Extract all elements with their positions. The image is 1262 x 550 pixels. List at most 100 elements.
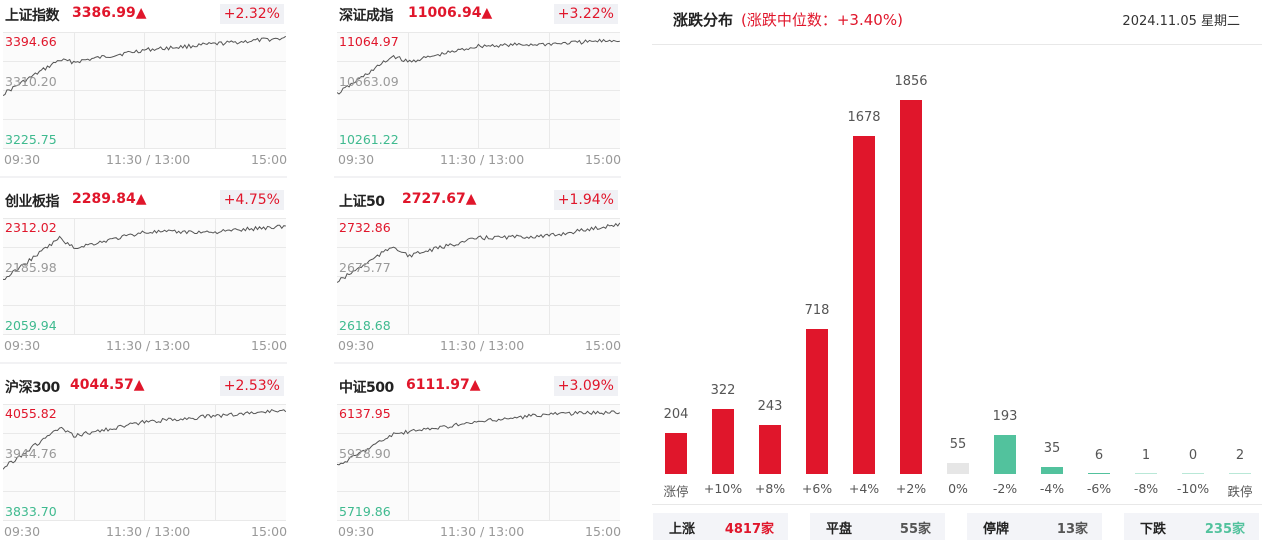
bar-value-label: 322: [710, 383, 736, 399]
intraday-chart: 2732.86 2675.77 2618.68: [337, 218, 620, 335]
index-card[interactable]: 中证500 6111.97▲ +3.09%: [334, 372, 621, 550]
y-high-label: 6137.95: [339, 406, 391, 421]
divider: [0, 176, 287, 178]
intraday-line-icon: [3, 218, 286, 335]
intraday-chart: 11064.97 10663.09 10261.22: [337, 32, 620, 149]
stat-value: 55家: [899, 522, 931, 537]
bar-category-label: 涨停: [663, 484, 689, 499]
distribution-bar[interactable]: [665, 432, 687, 474]
index-change-badge: +3.22%: [553, 4, 618, 24]
x-mid-label: 11:30 / 13:00: [440, 152, 525, 167]
distribution-bar[interactable]: [900, 100, 922, 474]
intraday-line-icon: [3, 404, 286, 521]
stat-label: 停牌: [983, 522, 1010, 537]
y-mid-label: 3310.20: [5, 74, 57, 89]
index-change-badge: +2.32%: [219, 4, 284, 24]
distribution-bar[interactable]: [947, 463, 969, 474]
distribution-bar[interactable]: [1182, 473, 1204, 474]
index-header: 创业板指 2289.84▲ +4.75%: [0, 186, 287, 214]
index-price: 6111.97▲: [406, 377, 481, 393]
distribution-bar[interactable]: [994, 435, 1016, 474]
index-name: 中证500: [339, 380, 394, 396]
y-low-label: 2059.94: [5, 318, 57, 333]
y-mid-label: 10663.09: [339, 74, 399, 89]
index-card[interactable]: 上证指数 3386.99▲ +2.32%: [0, 0, 287, 178]
intraday-line-icon: [3, 32, 286, 149]
bar-value-label: 1678: [847, 109, 881, 125]
bar-category-label: +2%: [895, 481, 927, 496]
distribution-bar[interactable]: [759, 425, 781, 474]
intraday-chart: 4055.82 3944.76 3833.70: [3, 404, 286, 521]
distribution-bar[interactable]: [712, 409, 734, 474]
x-end-label: 15:00: [585, 338, 622, 353]
bar-category-label: +8%: [754, 481, 786, 496]
stat-label: 下跌: [1140, 522, 1167, 537]
intraday-chart: 3394.66 3310.20 3225.75: [3, 32, 286, 149]
index-header: 上证50 2727.67▲ +1.94%: [334, 186, 621, 214]
distribution-bar[interactable]: [1088, 472, 1110, 474]
index-price: 2289.84▲: [72, 191, 147, 207]
index-name: 深证成指: [339, 8, 394, 24]
stat-up: 上涨 4817家: [653, 513, 788, 540]
x-mid-label: 11:30 / 13:00: [106, 338, 191, 353]
stat-label: 上涨: [669, 522, 696, 537]
bar-category-label: -6%: [1086, 481, 1112, 496]
index-change-badge: +1.94%: [553, 190, 618, 210]
x-end-label: 15:00: [251, 338, 288, 353]
index-price: 3386.99▲: [72, 5, 147, 21]
distribution-bar[interactable]: [806, 329, 828, 474]
distribution-bar[interactable]: [1135, 473, 1157, 474]
index-name: 沪深300: [5, 380, 60, 396]
bar-category-label: 0%: [948, 481, 968, 496]
distribution-bar[interactable]: [1229, 473, 1251, 474]
x-start-label: 09:30: [4, 152, 41, 167]
distribution-bar[interactable]: [1041, 466, 1063, 474]
bar-category-label: +10%: [703, 481, 743, 496]
bar-value-label: 0: [1188, 448, 1198, 463]
stat-down: 下跌 235家: [1124, 513, 1259, 540]
bar-value-label: 193: [992, 409, 1018, 425]
index-card[interactable]: 深证成指 11006.94▲ +3.22%: [334, 0, 621, 178]
y-high-label: 11064.97: [339, 34, 399, 49]
y-low-label: 10261.22: [339, 132, 399, 147]
bar-value-label: 55: [949, 437, 967, 452]
index-name: 创业板指: [5, 194, 60, 210]
intraday-line-icon: [337, 404, 620, 521]
median-change: (涨跌中位数：+3.40%): [741, 11, 903, 29]
y-low-label: 5719.86: [339, 504, 391, 519]
bar-category-label: -8%: [1133, 481, 1159, 496]
x-start-label: 09:30: [338, 338, 375, 353]
divider: [334, 362, 621, 364]
index-card[interactable]: 上证50 2727.67▲ +1.94%: [334, 186, 621, 364]
bar-category-label: -4%: [1039, 481, 1065, 496]
y-low-label: 3225.75: [5, 132, 57, 147]
bar-value-label: 718: [804, 303, 830, 319]
bar-value-label: 1856: [894, 74, 928, 89]
y-high-label: 3394.66: [5, 34, 57, 49]
x-mid-label: 11:30 / 13:00: [106, 524, 191, 539]
stat-flat: 平盘 55家: [810, 513, 945, 540]
stat-value: 4817家: [724, 522, 774, 537]
index-header: 上证指数 3386.99▲ +2.32%: [0, 0, 287, 28]
date-label: 2024.11.05 星期二: [1122, 14, 1240, 29]
index-name: 上证指数: [5, 8, 60, 24]
y-high-label: 2732.86: [339, 220, 391, 235]
distribution-title: 涨跌分布: [673, 11, 734, 29]
bar-value-label: 204: [663, 406, 689, 422]
bar-value-label: 1: [1141, 448, 1151, 463]
index-card[interactable]: 沪深300 4044.57▲ +2.53%: [0, 372, 287, 550]
index-card[interactable]: 创业板指 2289.84▲ +4.75%: [0, 186, 287, 364]
x-end-label: 15:00: [585, 152, 622, 167]
stat-value: 13家: [1056, 522, 1088, 537]
x-mid-label: 11:30 / 13:00: [440, 338, 525, 353]
x-start-label: 09:30: [4, 524, 41, 539]
x-end-label: 15:00: [585, 524, 622, 539]
distribution-bar[interactable]: [853, 135, 875, 474]
bar-value-label: 243: [757, 399, 783, 415]
bar-category-label: -10%: [1176, 481, 1210, 496]
intraday-line-icon: [337, 218, 620, 335]
y-mid-label: 2185.98: [5, 260, 57, 275]
y-mid-label: 5928.90: [339, 446, 391, 461]
y-mid-label: 3944.76: [5, 446, 57, 461]
y-high-label: 4055.82: [5, 406, 57, 421]
